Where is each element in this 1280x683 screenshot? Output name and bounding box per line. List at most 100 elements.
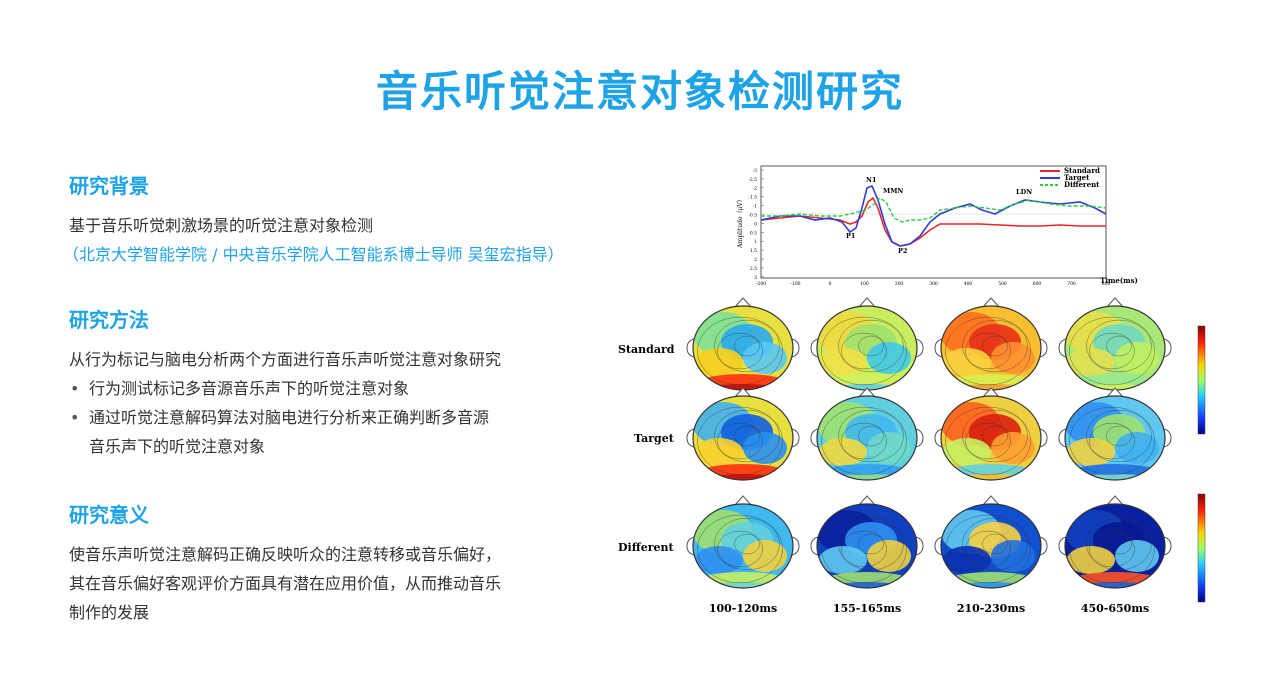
- erp-ytick-label: -0.5: [748, 213, 757, 219]
- method-bullet: 通过听觉注意解码算法对脑电进行分析来正确判断多音源: [69, 403, 589, 432]
- legend-label: Different: [1064, 180, 1100, 189]
- head-nose: [981, 387, 1001, 399]
- legend-label: Standard: [1064, 166, 1100, 175]
- topomap-surface: [1065, 306, 1165, 390]
- head-nose: [1105, 387, 1125, 399]
- topomap-surface: [1065, 396, 1165, 480]
- topomap-surface: [693, 396, 793, 480]
- erp-wave-standard: [760, 196, 1106, 247]
- topomap: [686, 495, 800, 589]
- head-nose: [733, 387, 753, 399]
- head-outline: [692, 395, 794, 481]
- erp-ytick-label: 3: [754, 275, 757, 281]
- head-ear-left: [810, 338, 819, 358]
- topomap-surface: [817, 396, 917, 480]
- row-label-target: Target: [634, 432, 675, 445]
- peak-p2-label: P2: [898, 247, 907, 255]
- topomap: [934, 495, 1048, 589]
- head-outline: [1064, 503, 1166, 589]
- topomap-surface: [693, 504, 793, 588]
- background-text: 基于音乐听觉刺激场景的听觉注意对象检测: [69, 216, 374, 235]
- erp-xtick-label: -200: [756, 281, 766, 287]
- erp-ytick-label: 2: [754, 257, 757, 263]
- erp-ytick-label: 1: [754, 239, 757, 245]
- window-label: 100-120ms: [709, 602, 777, 615]
- erp-ytick-label: -1.5: [748, 195, 757, 201]
- erp-xtick-label: 200: [895, 281, 904, 287]
- method-bullet-continuation: 音乐声下的听觉注意对象: [89, 437, 266, 456]
- topomap: [686, 387, 800, 481]
- row-label-different: Different: [618, 541, 675, 554]
- significance-text: 制作的发展: [69, 603, 150, 622]
- section-significance: 研究意义 使音乐声听觉注意解码正确反映听众的注意转移或音乐偏好， 其在音乐偏好客…: [69, 499, 589, 627]
- head-ear-left: [1058, 428, 1067, 448]
- erp-ytick-label: 0: [754, 221, 757, 227]
- peak-p1-label: P1: [846, 232, 855, 240]
- head-ear-right: [791, 428, 800, 448]
- head-ear-left: [1058, 338, 1067, 358]
- erp-ytick-label: 1.5: [750, 248, 757, 254]
- erp-xtick-label: -100: [790, 281, 800, 287]
- topomap-surface: [941, 504, 1041, 588]
- section-heading: 研究方法: [69, 308, 149, 332]
- topomap-surface: [941, 396, 1041, 480]
- erp-legend: Standard Target Different: [1040, 166, 1100, 189]
- head-outline: [940, 395, 1042, 481]
- row-label-standard: Standard: [618, 343, 675, 356]
- head-nose: [981, 495, 1001, 507]
- head-ear-left: [810, 536, 819, 556]
- topomap: [934, 387, 1048, 481]
- erp-xtick-label: 400: [964, 281, 973, 287]
- erp-ytick-label: -2.5: [748, 177, 757, 183]
- topomap: [1058, 495, 1172, 589]
- method-intro: 从行为标记与脑电分析两个方面进行音乐声听觉注意对象研究: [69, 350, 502, 369]
- peak-n1-label: N1: [866, 176, 876, 184]
- section-background: 研究背景 基于音乐听觉刺激场景的听觉注意对象检测 （北京大学智能学院 / 中央音…: [63, 170, 589, 269]
- topomap: [810, 387, 924, 481]
- colorbar-top: [1197, 325, 1206, 435]
- window-label: 450-650ms: [1081, 602, 1149, 615]
- head-ear-right: [791, 536, 800, 556]
- head-nose: [981, 297, 1001, 309]
- head-outline: [816, 395, 918, 481]
- topomap-surface: [817, 306, 917, 390]
- significance-text: 其在音乐偏好客观评价方面具有潜在应用价值，从而推动音乐: [69, 574, 502, 593]
- topomap: [810, 495, 924, 589]
- erp-frame: [760, 165, 1107, 279]
- erp-wave-target: [760, 184, 1107, 247]
- head-ear-left: [934, 536, 943, 556]
- legend-label: Target: [1064, 173, 1090, 182]
- head-outline: [1064, 395, 1166, 481]
- head-outline: [692, 503, 794, 589]
- head-ear-right: [915, 536, 924, 556]
- head-ear-left: [934, 428, 943, 448]
- head-nose: [857, 495, 877, 507]
- erp-xlabel: Time(ms): [1100, 276, 1138, 285]
- topomap: [810, 297, 924, 391]
- eeg-figure-svg: Amplitude（μV） Time(ms) -3 -2.5 -2 -1.5 -1 -0.…: [618, 165, 1206, 615]
- erp-ytick-label: -2: [753, 186, 758, 192]
- section-heading: 研究意义: [69, 503, 149, 527]
- head-ear-left: [686, 536, 695, 556]
- head-ear-left: [1058, 536, 1067, 556]
- topomap-grid: [686, 297, 1172, 589]
- eeg-figure: Amplitude（μV） Time(ms) -3 -2.5 -2 -1.5 -1 -0.…: [610, 158, 1220, 628]
- window-label: 210-230ms: [957, 602, 1025, 615]
- head-ear-right: [791, 338, 800, 358]
- head-ear-right: [1039, 536, 1048, 556]
- peak-ldn-label: LDN: [1016, 188, 1032, 196]
- head-ear-right: [915, 338, 924, 358]
- topomap-surface: [817, 504, 917, 588]
- erp-ytick-label: -1: [753, 204, 758, 210]
- erp-ytick-label: -3: [753, 168, 758, 174]
- background-credit: （北京大学智能学院 / 中央音乐学院人工智能系博士导师 吴玺宏指导）: [63, 245, 564, 264]
- head-ear-left: [686, 338, 695, 358]
- head-nose: [1105, 495, 1125, 507]
- erp-xtick-label: 600: [1033, 281, 1042, 287]
- head-ear-right: [1163, 536, 1172, 556]
- head-nose: [733, 297, 753, 309]
- head-outline: [940, 503, 1042, 589]
- erp-ytick-label: 2.5: [750, 266, 757, 272]
- head-ear-right: [1039, 338, 1048, 358]
- erp-xtick-label: 500: [998, 281, 1007, 287]
